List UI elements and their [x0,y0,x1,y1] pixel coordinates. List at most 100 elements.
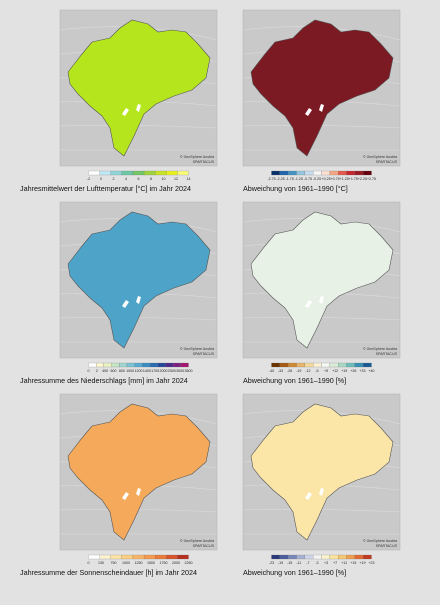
colorbar-swatch [329,170,339,176]
colorbar-swatch [88,362,97,368]
colorbar-tick-label: +26 [350,369,356,373]
colorbar-swatch [143,554,156,560]
colorbar-tick-label: +1.75 [349,177,358,181]
colorbar-tick-label: -2.75 [267,177,275,181]
lake [305,104,324,116]
colorbar-swatch [166,554,178,560]
colorbar-swatch [338,554,347,560]
colorbar-tick-label: 1700 [151,369,159,373]
colorbar-tick-label: 1200 [135,369,143,373]
colorbar-swatch [313,362,322,368]
colorbar-swatch [313,170,322,176]
colorbar-tick-label: -5 [315,369,318,373]
colorbar-swatch [304,362,314,368]
colorbar-swatch [288,362,297,368]
colorbar-swatch [271,362,280,368]
colorbar-swatch [119,362,128,368]
colorbar-tick-label: 1000 [126,369,134,373]
credit: SPARTACUS [376,160,398,164]
colorbar-swatch [177,170,189,176]
colorbar-tick-label: 750 [111,561,117,565]
colorbar-tick-label: 1400 [143,369,151,373]
colorbar-tick-label: 3500 [185,369,193,373]
colorbar-swatch [338,362,347,368]
colorbar-swatch [279,170,289,176]
colorbar-tick-label: 4 [125,177,127,181]
colorbar-tick-label: 130 [98,561,104,565]
colorbar-tick-label: 3000 [176,369,184,373]
colorbar-swatch [363,554,372,560]
credit: © GeoSphere Austria [180,155,214,159]
colorbar-tick-label: +12 [332,369,338,373]
colorbar-tick-label: +1.25 [340,177,349,181]
colorbar-tick-label: -33 [278,369,283,373]
colorbar-tick-label: +40 [368,369,374,373]
colorbar-tick-label: -40 [269,369,274,373]
colorbar-tick-label: -15 [287,561,292,565]
colorbar-swatch [354,362,364,368]
colorbar-swatch [155,170,167,176]
colorbar-tick-label: +15 [350,561,356,565]
colorbar-swatch [132,554,145,560]
colorbar-tick-label: 600 [111,369,117,373]
colorbar-swatch [354,170,364,176]
colorbar-tick-label: -11 [296,561,301,565]
colorbar-tick-label: 2000 [160,369,168,373]
colorbar-tick-label: +2.25 [358,177,367,181]
colorbar-swatch [346,554,355,560]
colorbar-tick-label: 0 [88,369,90,373]
colorbar-swatch [143,170,156,176]
colorbar-tick-label: 8 [150,177,152,181]
colorbar-tick-label: +19 [341,369,347,373]
colorbar-swatch [149,362,158,368]
caption: Jahresmittelwert der Lufttemperatur [°C]… [20,184,191,193]
credit: SPARTACUS [193,544,215,548]
colorbar-tick-label: 800 [119,369,125,373]
colorbar-swatch [288,554,297,560]
colorbar-tick-label: +0.75 [331,177,340,181]
caption: Jahressumme der Sonnenscheindauer [h] im… [20,568,197,577]
credit: © GeoSphere Austria [180,347,214,351]
colorbar-tick-label: -12 [305,369,310,373]
colorbar-tick-label: 1250 [135,561,143,565]
colorbar-swatch [157,362,166,368]
colorbar-tick-label: 0 [100,177,102,181]
lake [305,488,324,500]
credit: © GeoSphere Austria [363,539,397,543]
colorbar-tick-label: -0.25 [313,177,321,181]
colorbar-tick-label: 2 [96,369,98,373]
colorbar-tick-label: 6 [138,177,140,181]
colorbar-swatch [173,362,181,368]
colorbar-swatch [329,554,339,560]
colorbar-swatch [354,554,364,560]
colorbar-swatch [111,362,120,368]
credit: SPARTACUS [193,160,215,164]
colorbar-tick-label: 2500 [168,369,176,373]
colorbar-tick-label: 14 [187,177,191,181]
colorbar-tick-label: +23 [368,561,374,565]
colorbar-swatch [288,170,297,176]
colorbar-swatch [321,554,330,560]
colorbar-tick-label: 2 [113,177,115,181]
colorbar-swatch [321,170,330,176]
colorbar-swatch [99,554,111,560]
colorbar-tick-label: -19 [296,369,301,373]
colorbar-swatch [165,362,174,368]
colorbar-tick-label: -19 [278,561,283,565]
colorbar-swatch [338,170,347,176]
lake [305,296,324,308]
caption: Abweichung von 1961–1990 [%] [243,376,346,385]
colorbar-tick-label: 12 [174,177,178,181]
colorbar-swatch [110,170,122,176]
colorbar-tick-label: +5 [324,369,328,373]
colorbar-swatch [271,554,280,560]
colorbar-swatch [296,170,305,176]
caption: Jahressumme des Niederschlags [mm] im Ja… [20,376,188,385]
caption: Abweichung von 1961–1990 [%] [243,568,346,577]
